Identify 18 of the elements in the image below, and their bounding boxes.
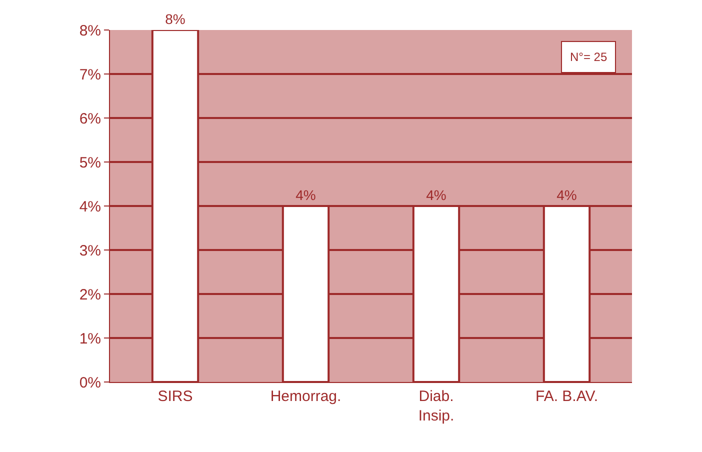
y-tick-label: 7% xyxy=(79,66,101,84)
y-tick-label: 1% xyxy=(79,330,101,348)
annotation: N°= 25 xyxy=(570,50,608,64)
x-tick-label: Hemorrag. xyxy=(270,388,342,405)
y-tick-label: 5% xyxy=(79,154,101,172)
y-tick-label: 0% xyxy=(79,374,101,392)
x-tick-label: SIRS xyxy=(158,388,193,405)
y-tick-label: 3% xyxy=(79,242,101,260)
data-label: 8% xyxy=(165,11,186,27)
data-label: 4% xyxy=(426,187,446,203)
data-label: 4% xyxy=(296,187,316,203)
y-tick-label: 8% xyxy=(79,22,101,40)
x-tick-label: Diab. Insip. xyxy=(418,388,454,424)
y-tick-label: 4% xyxy=(79,198,101,216)
y-tick-label: 6% xyxy=(79,110,101,128)
x-tick-label: FA. B.AV. xyxy=(535,388,598,405)
data-label: 4% xyxy=(556,187,577,203)
y-tick-label: 2% xyxy=(79,286,101,304)
